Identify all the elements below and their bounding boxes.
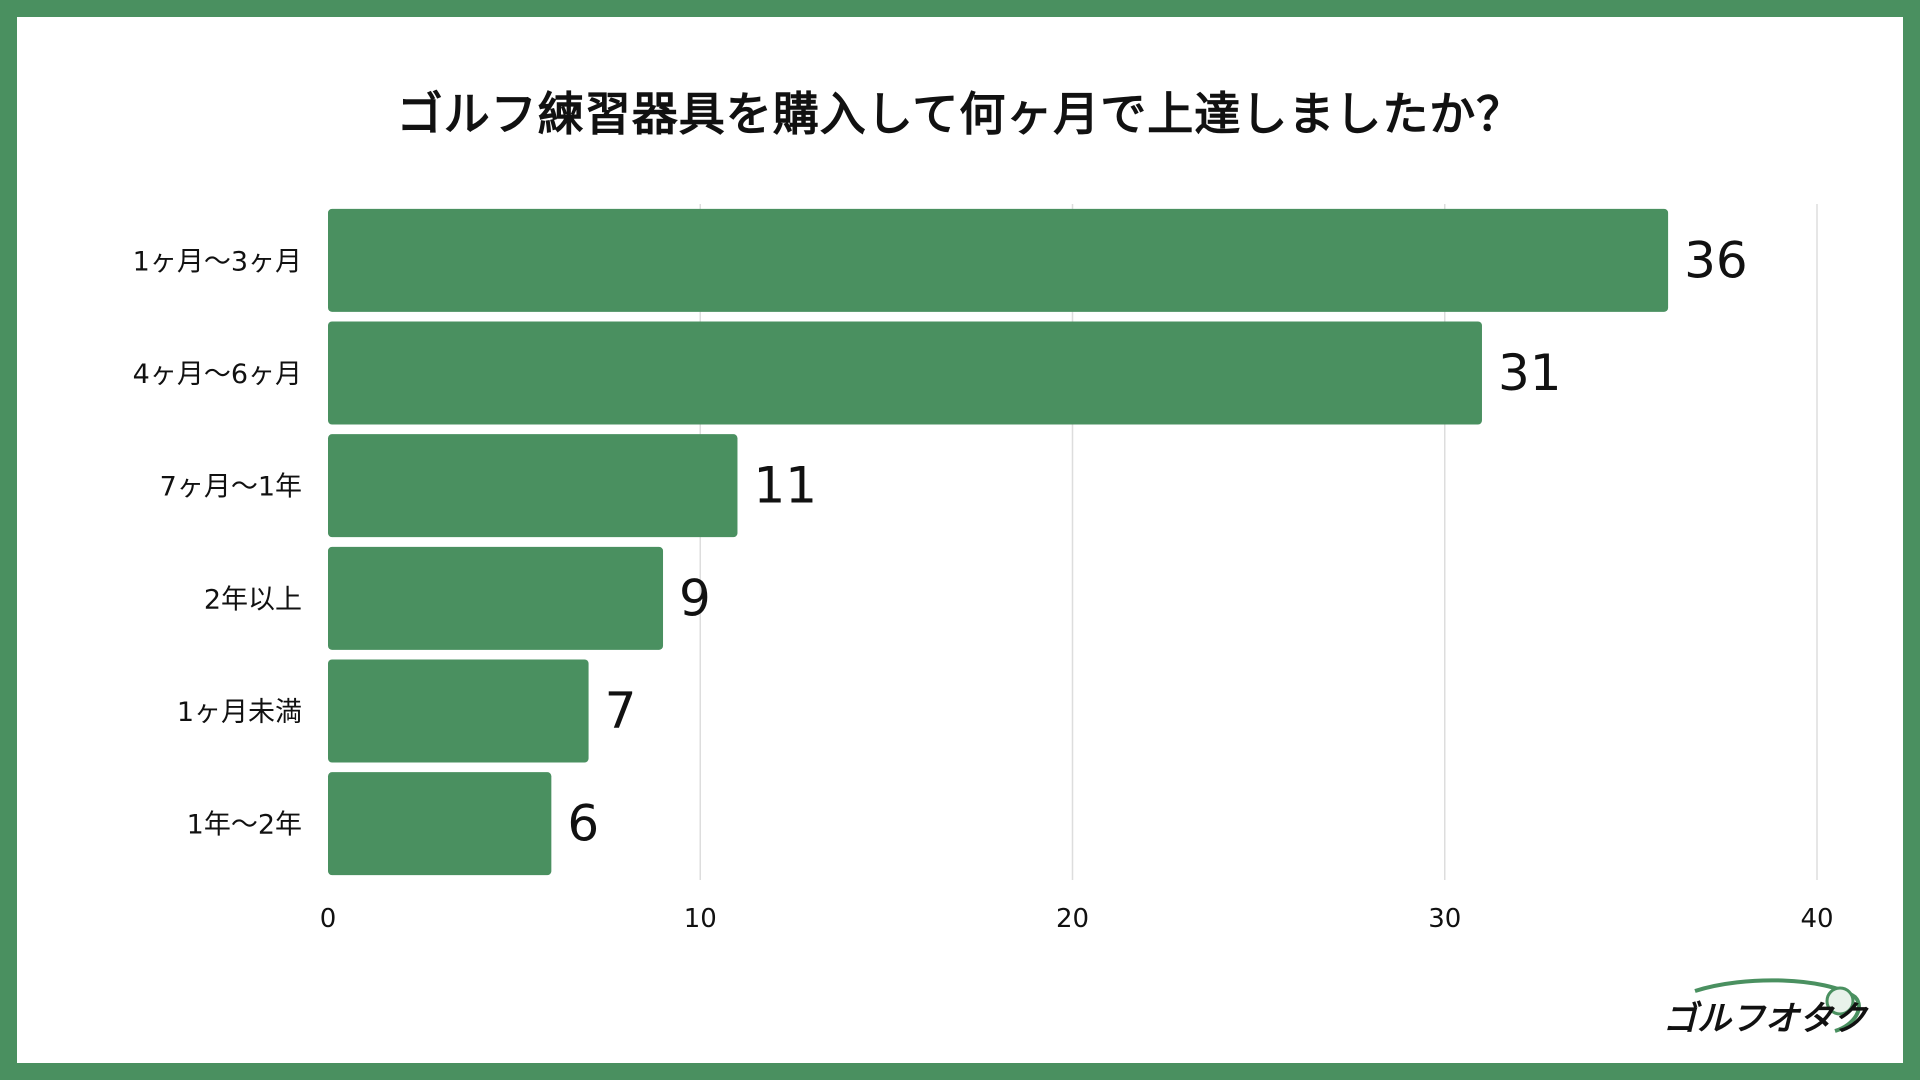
data-label: 11: [753, 457, 817, 515]
category-label: 1ヶ月未満: [177, 697, 302, 728]
chart-frame: [17, 17, 1903, 1063]
bar: [328, 546, 664, 650]
category-label: 4ヶ月〜6ヶ月: [133, 359, 302, 390]
category-label: 1年〜2年: [187, 810, 302, 841]
data-label: 6: [567, 795, 599, 853]
x-tick-label: 30: [1428, 904, 1461, 934]
bar: [328, 434, 738, 538]
x-axis-ticks: 0 10 20 30 40: [320, 904, 1834, 934]
category-label: 7ヶ月〜1年: [160, 472, 302, 503]
category-label: 2年以上: [204, 584, 302, 615]
logo-text: ゴルフオタク: [1663, 999, 1869, 1039]
data-label: 7: [605, 682, 637, 740]
bars: [328, 208, 1669, 876]
x-tick-label: 20: [1056, 904, 1089, 934]
grid-lines: [699, 204, 1818, 880]
data-label: 36: [1684, 231, 1748, 289]
x-tick-label: 0: [320, 904, 337, 934]
bar: [328, 772, 552, 876]
x-tick-label: 40: [1800, 904, 1833, 934]
bar: [328, 659, 589, 763]
golf-ball-icon: [1825, 986, 1855, 1016]
brand-logo: ゴルフオタク: [1663, 978, 1869, 1039]
data-label: 9: [679, 569, 711, 627]
category-label: 1ヶ月〜3ヶ月: [133, 246, 302, 277]
x-tick-label: 10: [684, 904, 717, 934]
data-label: 31: [1498, 344, 1562, 402]
bar: [328, 321, 1482, 425]
data-labels: 36 31 11 976: [567, 231, 1747, 852]
chart-title: ゴルフ練習器具を購入して何ヶ月で上達しましたか？: [396, 87, 1524, 141]
category-labels: 1ヶ月〜3ヶ月 4ヶ月〜6ヶ月 7ヶ月〜1年 2年以上 1ヶ月未満 1年〜2年: [133, 246, 302, 840]
bar: [328, 208, 1669, 312]
